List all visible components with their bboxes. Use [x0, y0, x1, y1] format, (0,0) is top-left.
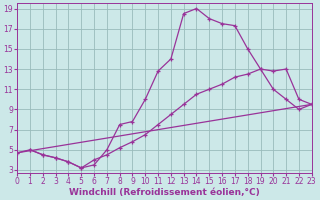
X-axis label: Windchill (Refroidissement éolien,°C): Windchill (Refroidissement éolien,°C) [69, 188, 260, 197]
